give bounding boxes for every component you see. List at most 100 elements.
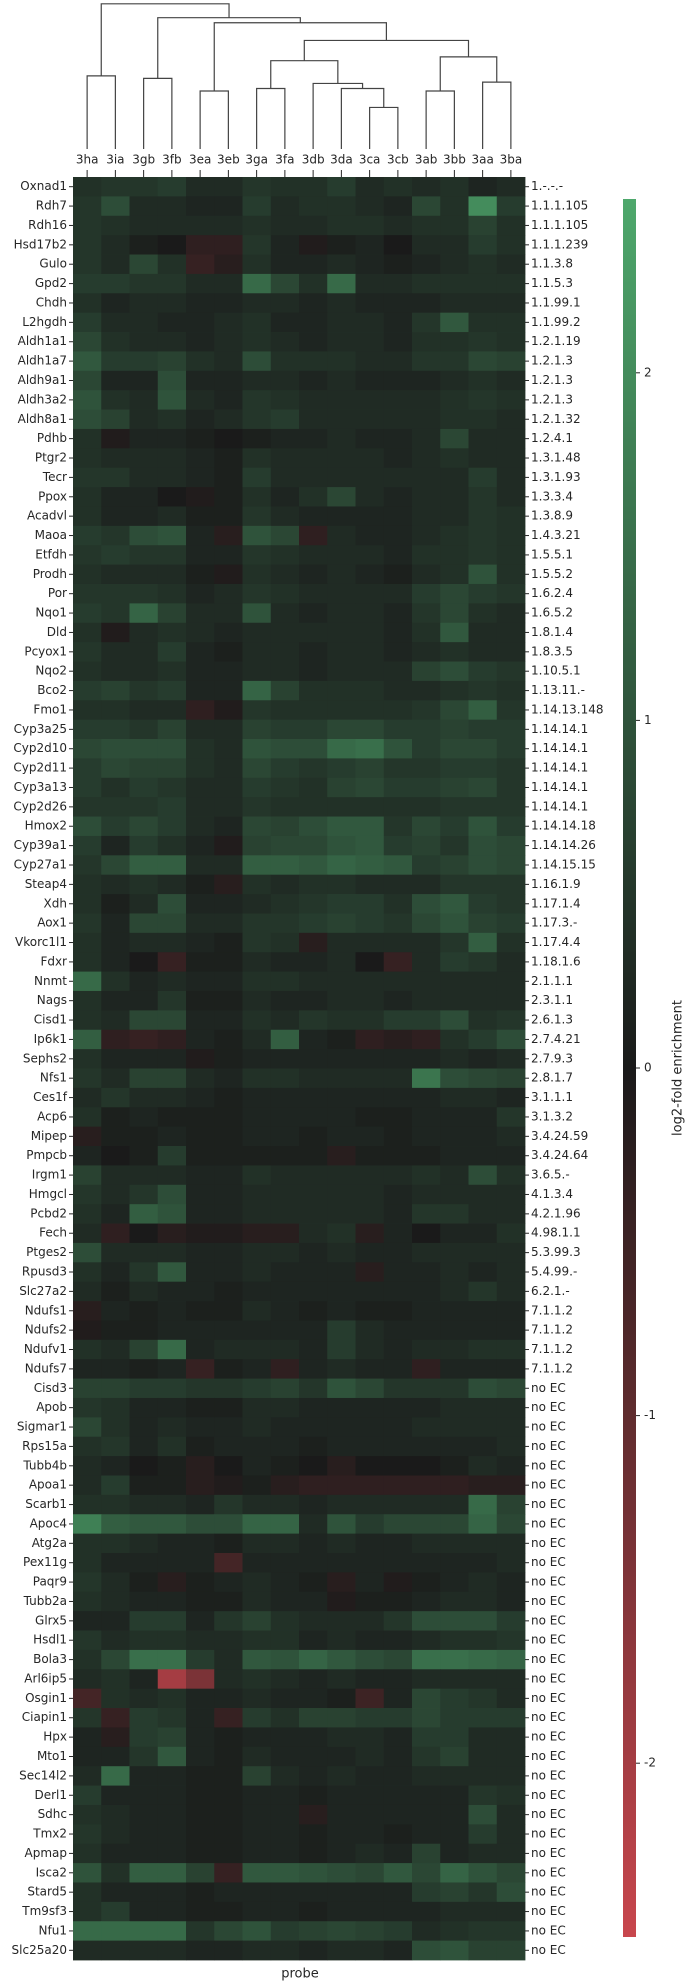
heat-cell [355,1436,385,1457]
heat-cell [129,332,159,352]
heat-cell [383,293,413,314]
heat-cell [468,545,498,566]
heat-cell [440,1262,469,1283]
row-label: Bco2 [37,683,67,697]
heat-cell [496,177,526,197]
heat-cell [186,1397,215,1418]
heat-cell [242,1359,272,1379]
heat-cell [186,177,215,197]
heat-cell [270,564,300,585]
heat-cell [186,1068,215,1089]
heat-cell [157,1785,187,1806]
heat-cell [299,680,328,701]
heat-cell [270,1921,300,1942]
heat-cell [242,1708,272,1728]
row-label: Tecr [42,470,67,484]
heat-cell [157,332,187,352]
heat-cell [355,1281,385,1302]
heat-cell [242,1611,272,1631]
heat-cell [383,1242,413,1263]
heat-cell [412,1940,441,1961]
dendrogram-link [312,82,364,149]
heat-cell [270,370,300,391]
heat-cell [214,1901,243,1922]
ec-label: no EC [531,1691,566,1705]
heat-cell [73,351,102,372]
heat-cell [186,874,215,895]
heat-cell [214,1126,243,1147]
ec-label: 1.4.3.21 [531,528,581,542]
heat-cell [355,1029,385,1050]
ec-label: no EC [531,1788,566,1802]
heat-cell [101,1746,130,1767]
heat-cell [186,564,215,585]
heat-cell [242,1029,272,1050]
heat-cell [157,1339,187,1360]
heat-cell [412,467,441,488]
heat-cell [73,1475,102,1496]
heat-cell [101,680,130,701]
row-label: Scarb1 [25,1497,67,1511]
heat-cell [327,273,356,294]
heat-cell [299,1010,328,1031]
heat-cell [327,1397,356,1418]
row-label: Mipep [31,1129,67,1143]
heat-cell [270,719,300,740]
heat-cell [440,351,469,372]
row-label: Cyp3a25 [14,722,67,736]
heat-cell [242,1339,272,1360]
heat-cell [242,1146,272,1166]
heat-cell [214,1068,243,1089]
heat-cell [412,719,441,740]
heat-cell [355,273,385,294]
heat-cell [383,177,413,197]
ec-label: no EC [531,1555,566,1569]
heat-cell [440,1029,469,1050]
heat-cell [186,1010,215,1031]
heat-cell [73,777,102,798]
heat-cell [327,932,356,953]
heat-cell [73,1591,102,1612]
heat-cell [270,1029,300,1050]
heat-cell [242,1494,272,1515]
heat-cell [440,1087,469,1108]
heat-cell [468,332,498,352]
heat-cell [299,1107,328,1128]
heat-cell [496,235,526,255]
heat-cell [186,312,215,333]
heat-cell [101,1766,130,1786]
heat-cell [101,622,130,643]
heat-cell [383,487,413,507]
heat-cell [355,622,385,643]
heat-cell [157,1901,187,1922]
heat-cell [186,855,215,876]
dendrogram-link [482,81,512,149]
heat-cell [73,1320,102,1341]
heat-cell [186,622,215,643]
heat-cell [383,1378,413,1399]
heat-cell [214,739,243,759]
ec-label: 4.2.1.96 [531,1206,581,1220]
heat-cell [440,332,469,352]
heat-cell [270,1688,300,1709]
heat-cell [270,642,300,662]
heat-cell [101,913,130,934]
heat-cell [299,1940,328,1961]
heat-cell [270,855,300,876]
heat-cell [73,254,102,275]
heat-cell [383,661,413,682]
heat-cell [496,1553,526,1573]
heat-cell [440,1708,469,1728]
heat-cell [327,506,356,527]
heat-cell [270,816,300,837]
dendrogram-link [143,77,173,149]
heat-cell [129,1068,159,1089]
heat-cell [496,835,526,856]
heat-cell [440,467,469,488]
heat-cell [412,758,441,779]
heat-cell [270,1572,300,1593]
heat-cell [242,661,272,682]
heat-cell [129,894,159,914]
heat-cell [101,1611,130,1631]
heat-cell [242,1863,272,1883]
